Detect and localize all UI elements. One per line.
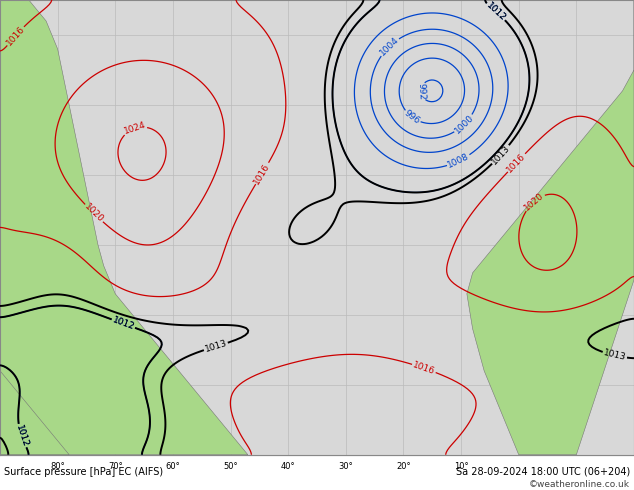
Polygon shape [467,0,634,455]
Text: 80°: 80° [50,462,65,471]
Text: Surface pressure [hPa] EC (AIFS): Surface pressure [hPa] EC (AIFS) [4,467,163,477]
Text: 60°: 60° [165,462,180,471]
Text: 1012: 1012 [13,424,29,448]
Text: 1013: 1013 [204,339,228,354]
Polygon shape [0,371,69,455]
Text: Sa 28-09-2024 18:00 UTC (06+204): Sa 28-09-2024 18:00 UTC (06+204) [456,467,630,477]
Text: 1008: 1008 [446,152,471,170]
Text: 10°: 10° [454,462,469,471]
Text: 1012: 1012 [484,0,507,23]
Text: 1004: 1004 [378,35,401,58]
Text: 1013: 1013 [602,348,627,362]
Polygon shape [0,0,248,455]
Text: 40°: 40° [281,462,295,471]
Text: 996: 996 [403,108,422,126]
Text: 50°: 50° [223,462,238,471]
Text: 1013: 1013 [489,143,512,166]
Text: 1016: 1016 [505,151,527,174]
Text: 1012: 1012 [111,316,136,332]
Text: 1020: 1020 [522,191,546,213]
Text: 1016: 1016 [4,24,27,48]
Text: 1016: 1016 [411,360,436,376]
Text: 70°: 70° [108,462,122,471]
Text: 30°: 30° [339,462,353,471]
Text: 1016: 1016 [252,161,272,186]
Text: ©weatheronline.co.uk: ©weatheronline.co.uk [529,481,630,490]
Text: 1024: 1024 [123,121,147,136]
Text: 20°: 20° [396,462,411,471]
Text: 1012: 1012 [111,316,136,332]
Text: 1012: 1012 [484,0,507,23]
Text: 1000: 1000 [453,113,476,136]
Text: 1012: 1012 [13,424,29,448]
Text: 992: 992 [417,83,426,100]
Text: 1020: 1020 [82,202,105,224]
